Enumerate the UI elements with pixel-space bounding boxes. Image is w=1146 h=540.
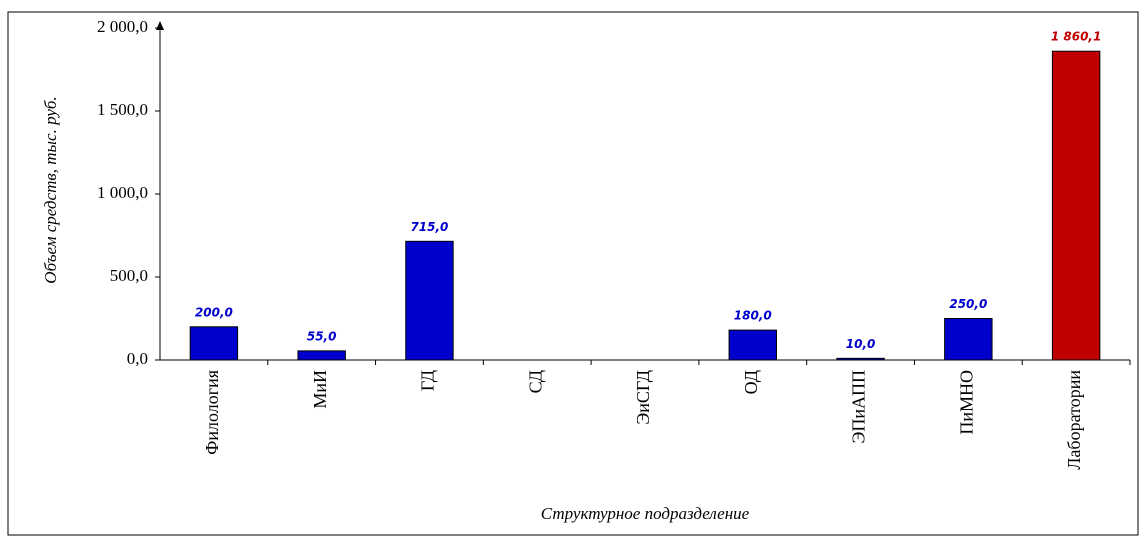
x-tick-label: ОД xyxy=(741,370,761,394)
bar xyxy=(297,350,346,361)
x-axis-title: Структурное подразделение xyxy=(541,504,750,523)
x-tick-label: Лаборатории xyxy=(1064,370,1084,470)
y-axis-title: Объем средств, тыс. руб. xyxy=(41,96,60,283)
x-tick-label: Филология xyxy=(202,370,222,455)
x-tick-label: СД xyxy=(525,370,545,393)
chart-frame xyxy=(7,11,1139,536)
x-tick-label: ЭиСГД xyxy=(633,370,653,425)
y-tick-label: 2 000,0 xyxy=(97,17,148,36)
y-tick-label: 1 000,0 xyxy=(97,183,148,202)
data-label: 250,0 xyxy=(949,297,987,311)
data-label: 1 860,1 xyxy=(1051,30,1101,44)
bar xyxy=(1051,50,1101,361)
data-label: 200,0 xyxy=(195,305,233,319)
data-label: 180,0 xyxy=(734,309,772,323)
y-tick-label: 1 500,0 xyxy=(97,100,148,119)
data-label: 715,0 xyxy=(410,220,448,234)
x-tick-label: ЭПиАПП xyxy=(849,370,869,444)
x-tick-label: ПиМНО xyxy=(956,370,976,435)
data-label: 55,0 xyxy=(307,329,337,343)
data-label: 10,0 xyxy=(846,337,876,351)
bar xyxy=(836,357,885,361)
y-tick-label: 0,0 xyxy=(127,349,148,368)
bar xyxy=(189,326,239,361)
x-tick-label: МиИ xyxy=(310,370,330,409)
bar xyxy=(728,329,777,361)
bar xyxy=(944,318,993,361)
bar xyxy=(405,240,454,361)
y-tick-label: 500,0 xyxy=(110,266,148,285)
x-tick-label: ГД xyxy=(418,370,438,391)
